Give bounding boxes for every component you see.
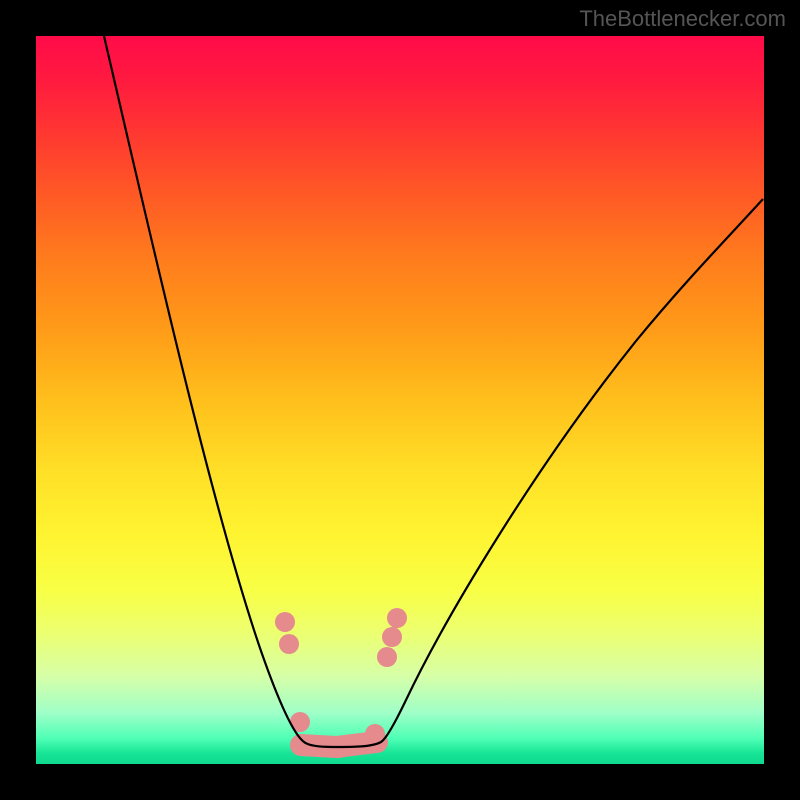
watermark-text: TheBottlenecker.com	[579, 6, 786, 32]
gradient-rect	[36, 36, 764, 764]
chart-frame: TheBottlenecker.com	[0, 0, 800, 800]
gradient-background	[36, 36, 764, 764]
plot-area	[36, 36, 764, 764]
